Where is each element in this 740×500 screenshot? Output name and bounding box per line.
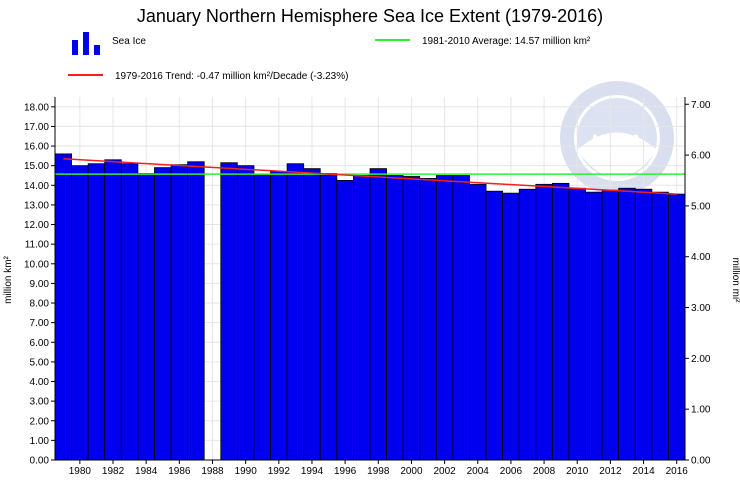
bar-2013 (618, 187, 636, 461)
y-tick-label-right: 4.00 (691, 252, 711, 263)
x-tick-label: 1988 (201, 466, 224, 477)
y-axis-label-right: million mi² (730, 258, 740, 304)
x-tick-label: 1996 (334, 466, 357, 477)
bar-1979 (54, 153, 72, 461)
x-tick-label: 1980 (69, 466, 92, 477)
legend-average-label: 1981-2010 Average: 14.57 million km² (422, 36, 591, 47)
x-tick-label: 2002 (433, 466, 456, 477)
y-tick-label-left: 1.00 (30, 436, 50, 447)
legend-trend-label: 1979-2016 Trend: -0.47 million km²/Decad… (115, 71, 348, 82)
bar-1982 (104, 159, 122, 461)
x-tick-label: 1982 (102, 466, 125, 477)
bar-1985 (154, 167, 172, 461)
y-tick-label-left: 11.00 (25, 240, 50, 251)
bar-2000 (402, 176, 421, 461)
x-tick-label: 1984 (135, 466, 158, 477)
x-tick-label: 1998 (367, 466, 390, 477)
x-tick-label: 2008 (533, 466, 556, 477)
bar-2006 (502, 192, 520, 461)
y-tick-label-right: 5.00 (691, 201, 711, 212)
bar-1992 (270, 171, 288, 461)
bar-1991 (253, 174, 271, 461)
y-axis-label-left: million km² (3, 255, 14, 303)
bars (54, 153, 686, 461)
x-tick-label: 2014 (632, 466, 655, 477)
bar-2011 (585, 191, 603, 461)
bar-1984 (137, 173, 155, 461)
y-tick-label-right: 7.00 (691, 100, 711, 111)
x-tick-label: 2000 (400, 466, 423, 477)
bar-2004 (469, 183, 487, 461)
x-tick-label: 1986 (168, 466, 191, 477)
bar-2010 (568, 187, 586, 461)
y-tick-label-left: 12.00 (24, 220, 49, 231)
legend-sea-ice-icon (72, 32, 100, 55)
bar-1998 (369, 168, 387, 461)
bar-2008 (535, 183, 553, 461)
bar-2009 (551, 182, 570, 461)
bar-1981 (87, 163, 106, 461)
bar-1983 (120, 163, 139, 461)
legend-sea-ice-label: Sea Ice (112, 36, 146, 47)
bar-1990 (236, 165, 255, 461)
axes: 0.00 1.00 2.00 3.00 4.00 5.00 6.00 7.00 8.00 9.00… (24, 97, 711, 477)
y-tick-label-left: 3.00 (30, 397, 50, 408)
x-tick-label: 1990 (235, 466, 258, 477)
x-tick-label: 1992 (268, 466, 291, 477)
y-tick-label-left: 15.00 (24, 161, 49, 172)
bar-2002 (435, 175, 454, 461)
y-tick-label-right: 6.00 (691, 151, 711, 162)
bar-1999 (386, 175, 404, 461)
x-tick-label: 1994 (301, 466, 324, 477)
bar-1997 (353, 175, 371, 461)
y-tick-label-right: 1.00 (691, 405, 711, 416)
bar-2003 (452, 175, 470, 461)
y-tick-label-left: 5.00 (30, 357, 50, 368)
y-tick-label-left: 7.00 (30, 318, 50, 329)
x-tick-label: 2006 (500, 466, 523, 477)
bar-1987 (187, 161, 205, 461)
y-tick-label-left: 13.00 (24, 200, 49, 211)
y-tick-label-left: 0.00 (30, 456, 50, 467)
bar-2001 (419, 178, 437, 461)
trend-line (63, 158, 677, 195)
x-tick-label: 2016 (666, 466, 689, 477)
y-tick-label-left: 16.00 (24, 142, 49, 153)
bar-2005 (485, 190, 504, 461)
bar-2016 (668, 193, 686, 461)
y-tick-label-left: 9.00 (30, 279, 50, 290)
y-tick-label-left: 18.00 (24, 102, 49, 113)
bar-1980 (71, 165, 89, 461)
x-tick-label: 2010 (566, 466, 589, 477)
y-tick-label-left: 10.00 (24, 259, 49, 270)
bar-1996 (336, 179, 354, 461)
y-tick-label-right: 2.00 (691, 354, 711, 365)
bar-2014 (634, 188, 653, 461)
y-tick-label-left: 14.00 (24, 181, 49, 192)
y-tick-label-left: 4.00 (30, 377, 50, 388)
bar-2015 (651, 191, 669, 461)
bar-2012 (601, 189, 620, 461)
y-tick-label-right: 3.00 (691, 303, 711, 314)
noaa-logo-icon: NOAA (560, 81, 674, 195)
x-tick-label: 2012 (599, 466, 622, 477)
y-tick-label-left: 8.00 (30, 299, 50, 310)
bar-2007 (518, 188, 537, 461)
y-tick-label-right: 0.00 (691, 456, 711, 467)
bar-1986 (170, 164, 189, 461)
bar-1994 (303, 168, 321, 461)
bar-1993 (286, 163, 305, 461)
bar-1989 (220, 162, 238, 461)
y-tick-label-left: 2.00 (30, 416, 50, 427)
x-tick-label: 2004 (467, 466, 490, 477)
chart-title: January Northern Hemisphere Sea Ice Exte… (137, 6, 603, 26)
y-tick-label-left: 6.00 (30, 338, 50, 349)
bar-1995 (319, 173, 338, 461)
noaa-logo-text: NOAA (592, 131, 642, 150)
overlays (55, 158, 685, 195)
legend: Sea Ice 1981-2010 Average: 14.57 million… (68, 32, 591, 82)
y-tick-label-left: 17.00 (24, 122, 49, 133)
